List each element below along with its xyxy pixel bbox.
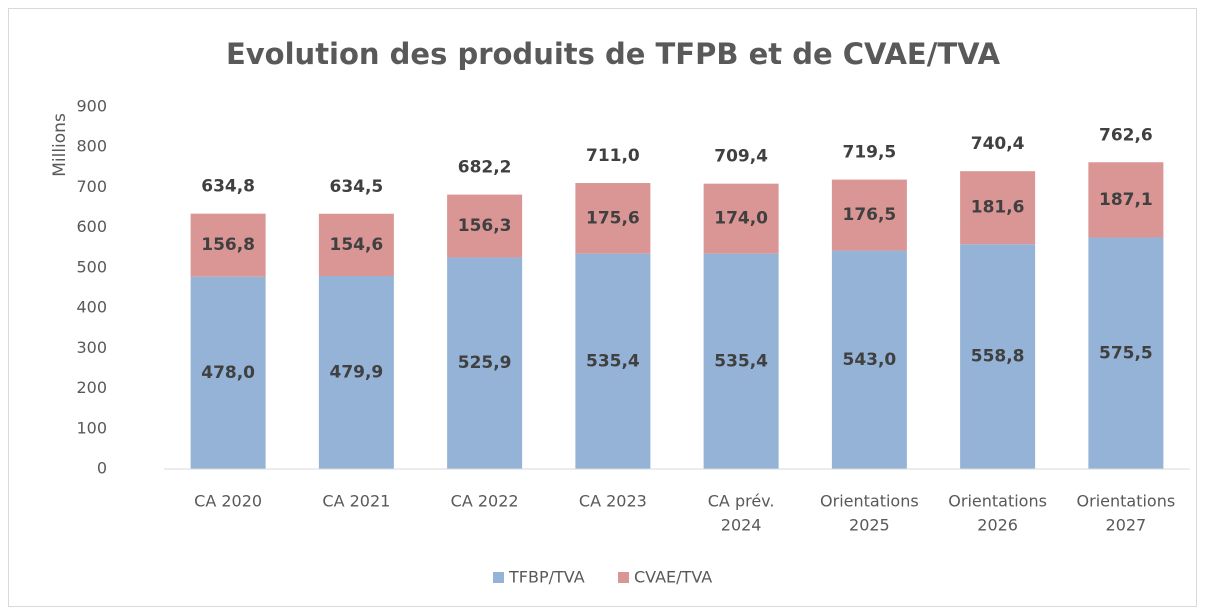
value-label: 174,0 — [714, 209, 768, 229]
bar-segment — [960, 171, 1036, 245]
bar-segment — [190, 276, 266, 469]
total-label: 634,5 — [329, 177, 383, 197]
total-label: 711,0 — [586, 146, 640, 166]
bar-segment — [1088, 162, 1164, 238]
x-tick-label: Orientations — [820, 492, 919, 511]
total-label: 634,8 — [201, 177, 255, 197]
total-label: 719,5 — [842, 143, 896, 163]
x-tick-label: CA 2021 — [322, 492, 390, 511]
value-label: 478,0 — [201, 363, 255, 383]
bar-segment — [318, 275, 394, 469]
value-label: 176,5 — [842, 205, 896, 225]
value-label: 181,6 — [971, 198, 1025, 218]
bar-segment — [1088, 237, 1164, 469]
value-label: 535,4 — [714, 351, 768, 371]
y-tick-label: 300 — [76, 338, 107, 357]
total-label: 740,4 — [971, 134, 1025, 154]
value-label: 156,3 — [458, 216, 512, 236]
bar-segment — [447, 194, 523, 258]
value-label: 187,1 — [1099, 190, 1153, 210]
legend-label: TFBP/TVA — [508, 568, 585, 587]
x-tick-label: CA 2023 — [579, 492, 647, 511]
x-tick-label: 2026 — [977, 516, 1018, 535]
total-label: 682,2 — [458, 158, 512, 178]
y-tick-label: 900 — [76, 97, 107, 116]
x-tick-label: Orientations — [1077, 492, 1176, 511]
y-axis-label: Millions — [50, 113, 70, 177]
x-tick-label: 2027 — [1106, 516, 1147, 535]
x-tick-label: 2024 — [721, 516, 762, 535]
x-tick-label: CA 2020 — [194, 492, 262, 511]
x-tick-label: 2025 — [849, 516, 890, 535]
value-label: 154,6 — [329, 235, 383, 255]
bar-segment — [190, 213, 266, 277]
x-tick-label: Orientations — [948, 492, 1047, 511]
y-tick-label: 400 — [76, 298, 107, 317]
bar-segment — [318, 213, 394, 276]
value-label: 575,5 — [1099, 343, 1153, 363]
bar-segment — [447, 257, 523, 469]
legend-swatch — [493, 572, 504, 583]
bar-segment — [703, 253, 779, 469]
bar-segment — [575, 183, 651, 254]
value-label: 175,6 — [586, 208, 640, 228]
legend-swatch — [618, 572, 629, 583]
y-tick-label: 600 — [76, 217, 107, 236]
x-tick-label: CA prév. — [708, 492, 775, 511]
legend-label: CVAE/TVA — [634, 568, 712, 587]
total-label: 762,6 — [1099, 125, 1153, 145]
y-tick-label: 500 — [76, 257, 107, 276]
value-label: 535,4 — [586, 351, 640, 371]
y-tick-label: 200 — [76, 378, 107, 397]
bar-segment — [960, 244, 1036, 469]
bar-segment — [831, 179, 907, 251]
value-label: 543,0 — [842, 350, 896, 370]
y-tick-label: 100 — [76, 418, 107, 437]
x-tick-label: CA 2022 — [451, 492, 519, 511]
y-tick-label: 800 — [76, 137, 107, 156]
bar-segment — [703, 183, 779, 254]
value-label: 525,9 — [458, 353, 512, 373]
y-tick-label: 700 — [76, 177, 107, 196]
total-label: 709,4 — [714, 147, 768, 167]
bar-segment — [575, 253, 651, 469]
bar-segment — [831, 250, 907, 469]
value-label: 558,8 — [971, 347, 1025, 367]
chart-title: Evolution des produits de TFPB et de CVA… — [226, 37, 1001, 71]
value-label: 479,9 — [329, 362, 383, 382]
value-label: 156,8 — [201, 235, 255, 255]
y-tick-label: 0 — [97, 459, 107, 478]
